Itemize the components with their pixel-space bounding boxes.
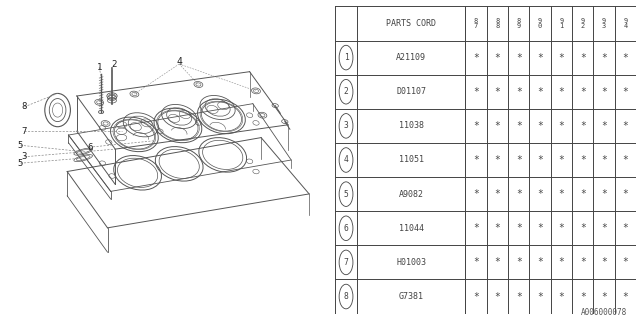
Text: *: * <box>580 121 586 131</box>
Text: *: * <box>473 155 479 165</box>
Text: *: * <box>495 87 500 97</box>
Text: *: * <box>580 292 586 301</box>
Text: *: * <box>516 257 522 268</box>
Text: *: * <box>559 52 564 63</box>
Text: 2: 2 <box>111 60 116 69</box>
Text: *: * <box>516 87 522 97</box>
Text: *: * <box>601 155 607 165</box>
Text: *: * <box>473 189 479 199</box>
Text: *: * <box>623 121 628 131</box>
Text: 9
3: 9 3 <box>602 18 606 29</box>
Text: *: * <box>580 189 586 199</box>
Text: A9082: A9082 <box>399 190 424 199</box>
Text: 8
9: 8 9 <box>516 18 521 29</box>
Text: *: * <box>559 155 564 165</box>
Text: *: * <box>495 121 500 131</box>
Text: *: * <box>516 121 522 131</box>
Text: *: * <box>601 257 607 268</box>
Text: *: * <box>623 87 628 97</box>
Text: *: * <box>537 87 543 97</box>
Text: *: * <box>601 223 607 233</box>
Text: *: * <box>495 223 500 233</box>
Text: *: * <box>495 257 500 268</box>
Text: 9
1: 9 1 <box>559 18 564 29</box>
Text: *: * <box>473 257 479 268</box>
Text: *: * <box>580 52 586 63</box>
Text: *: * <box>495 189 500 199</box>
Text: H01003: H01003 <box>396 258 426 267</box>
Text: 5: 5 <box>18 159 23 168</box>
Text: 3: 3 <box>22 152 27 161</box>
Text: 6: 6 <box>87 143 92 152</box>
Text: 3: 3 <box>344 121 348 130</box>
Text: *: * <box>559 257 564 268</box>
Text: *: * <box>623 155 628 165</box>
Text: 6: 6 <box>344 224 348 233</box>
Text: *: * <box>559 87 564 97</box>
Text: *: * <box>601 52 607 63</box>
Text: 8
7: 8 7 <box>474 18 478 29</box>
Text: *: * <box>601 87 607 97</box>
Text: 2: 2 <box>344 87 348 96</box>
Text: *: * <box>516 223 522 233</box>
Text: 1: 1 <box>344 53 348 62</box>
Text: *: * <box>559 189 564 199</box>
Text: A006000078: A006000078 <box>581 308 627 317</box>
Text: *: * <box>537 189 543 199</box>
Text: *: * <box>601 189 607 199</box>
Text: 11038: 11038 <box>399 121 424 130</box>
Text: A21109: A21109 <box>396 53 426 62</box>
Text: *: * <box>537 121 543 131</box>
Text: *: * <box>537 155 543 165</box>
Text: 5: 5 <box>344 190 348 199</box>
Text: *: * <box>516 189 522 199</box>
Text: *: * <box>537 223 543 233</box>
Text: *: * <box>516 52 522 63</box>
Text: *: * <box>601 121 607 131</box>
Text: 11044: 11044 <box>399 224 424 233</box>
Text: *: * <box>516 155 522 165</box>
Text: *: * <box>495 155 500 165</box>
Text: *: * <box>623 292 628 301</box>
Text: *: * <box>473 292 479 301</box>
Text: *: * <box>580 257 586 268</box>
Text: *: * <box>537 257 543 268</box>
Text: *: * <box>559 121 564 131</box>
Text: *: * <box>559 223 564 233</box>
Text: PARTS CORD: PARTS CORD <box>386 19 436 28</box>
Text: D01107: D01107 <box>396 87 426 96</box>
Text: 1: 1 <box>97 63 102 72</box>
Text: 8
8: 8 8 <box>495 18 500 29</box>
Text: *: * <box>537 292 543 301</box>
Text: *: * <box>623 257 628 268</box>
Text: *: * <box>623 189 628 199</box>
Text: 9
0: 9 0 <box>538 18 542 29</box>
Text: *: * <box>623 52 628 63</box>
Text: *: * <box>495 292 500 301</box>
Text: 8: 8 <box>344 292 348 301</box>
Text: *: * <box>537 52 543 63</box>
Text: 9
4: 9 4 <box>623 18 628 29</box>
Text: 5: 5 <box>18 141 23 150</box>
Text: 7: 7 <box>344 258 348 267</box>
Text: *: * <box>473 87 479 97</box>
Text: G7381: G7381 <box>399 292 424 301</box>
Text: 8: 8 <box>22 102 27 111</box>
Text: *: * <box>516 292 522 301</box>
Text: 11051: 11051 <box>399 156 424 164</box>
Text: *: * <box>559 292 564 301</box>
Text: *: * <box>580 155 586 165</box>
Text: *: * <box>580 87 586 97</box>
Text: *: * <box>473 121 479 131</box>
Text: 4: 4 <box>176 57 182 67</box>
Text: *: * <box>473 52 479 63</box>
Text: *: * <box>623 223 628 233</box>
Text: *: * <box>495 52 500 63</box>
Text: *: * <box>601 292 607 301</box>
Text: *: * <box>473 223 479 233</box>
Text: 9
2: 9 2 <box>580 18 585 29</box>
Text: 7: 7 <box>22 127 27 136</box>
Text: *: * <box>580 223 586 233</box>
Text: 4: 4 <box>344 156 348 164</box>
